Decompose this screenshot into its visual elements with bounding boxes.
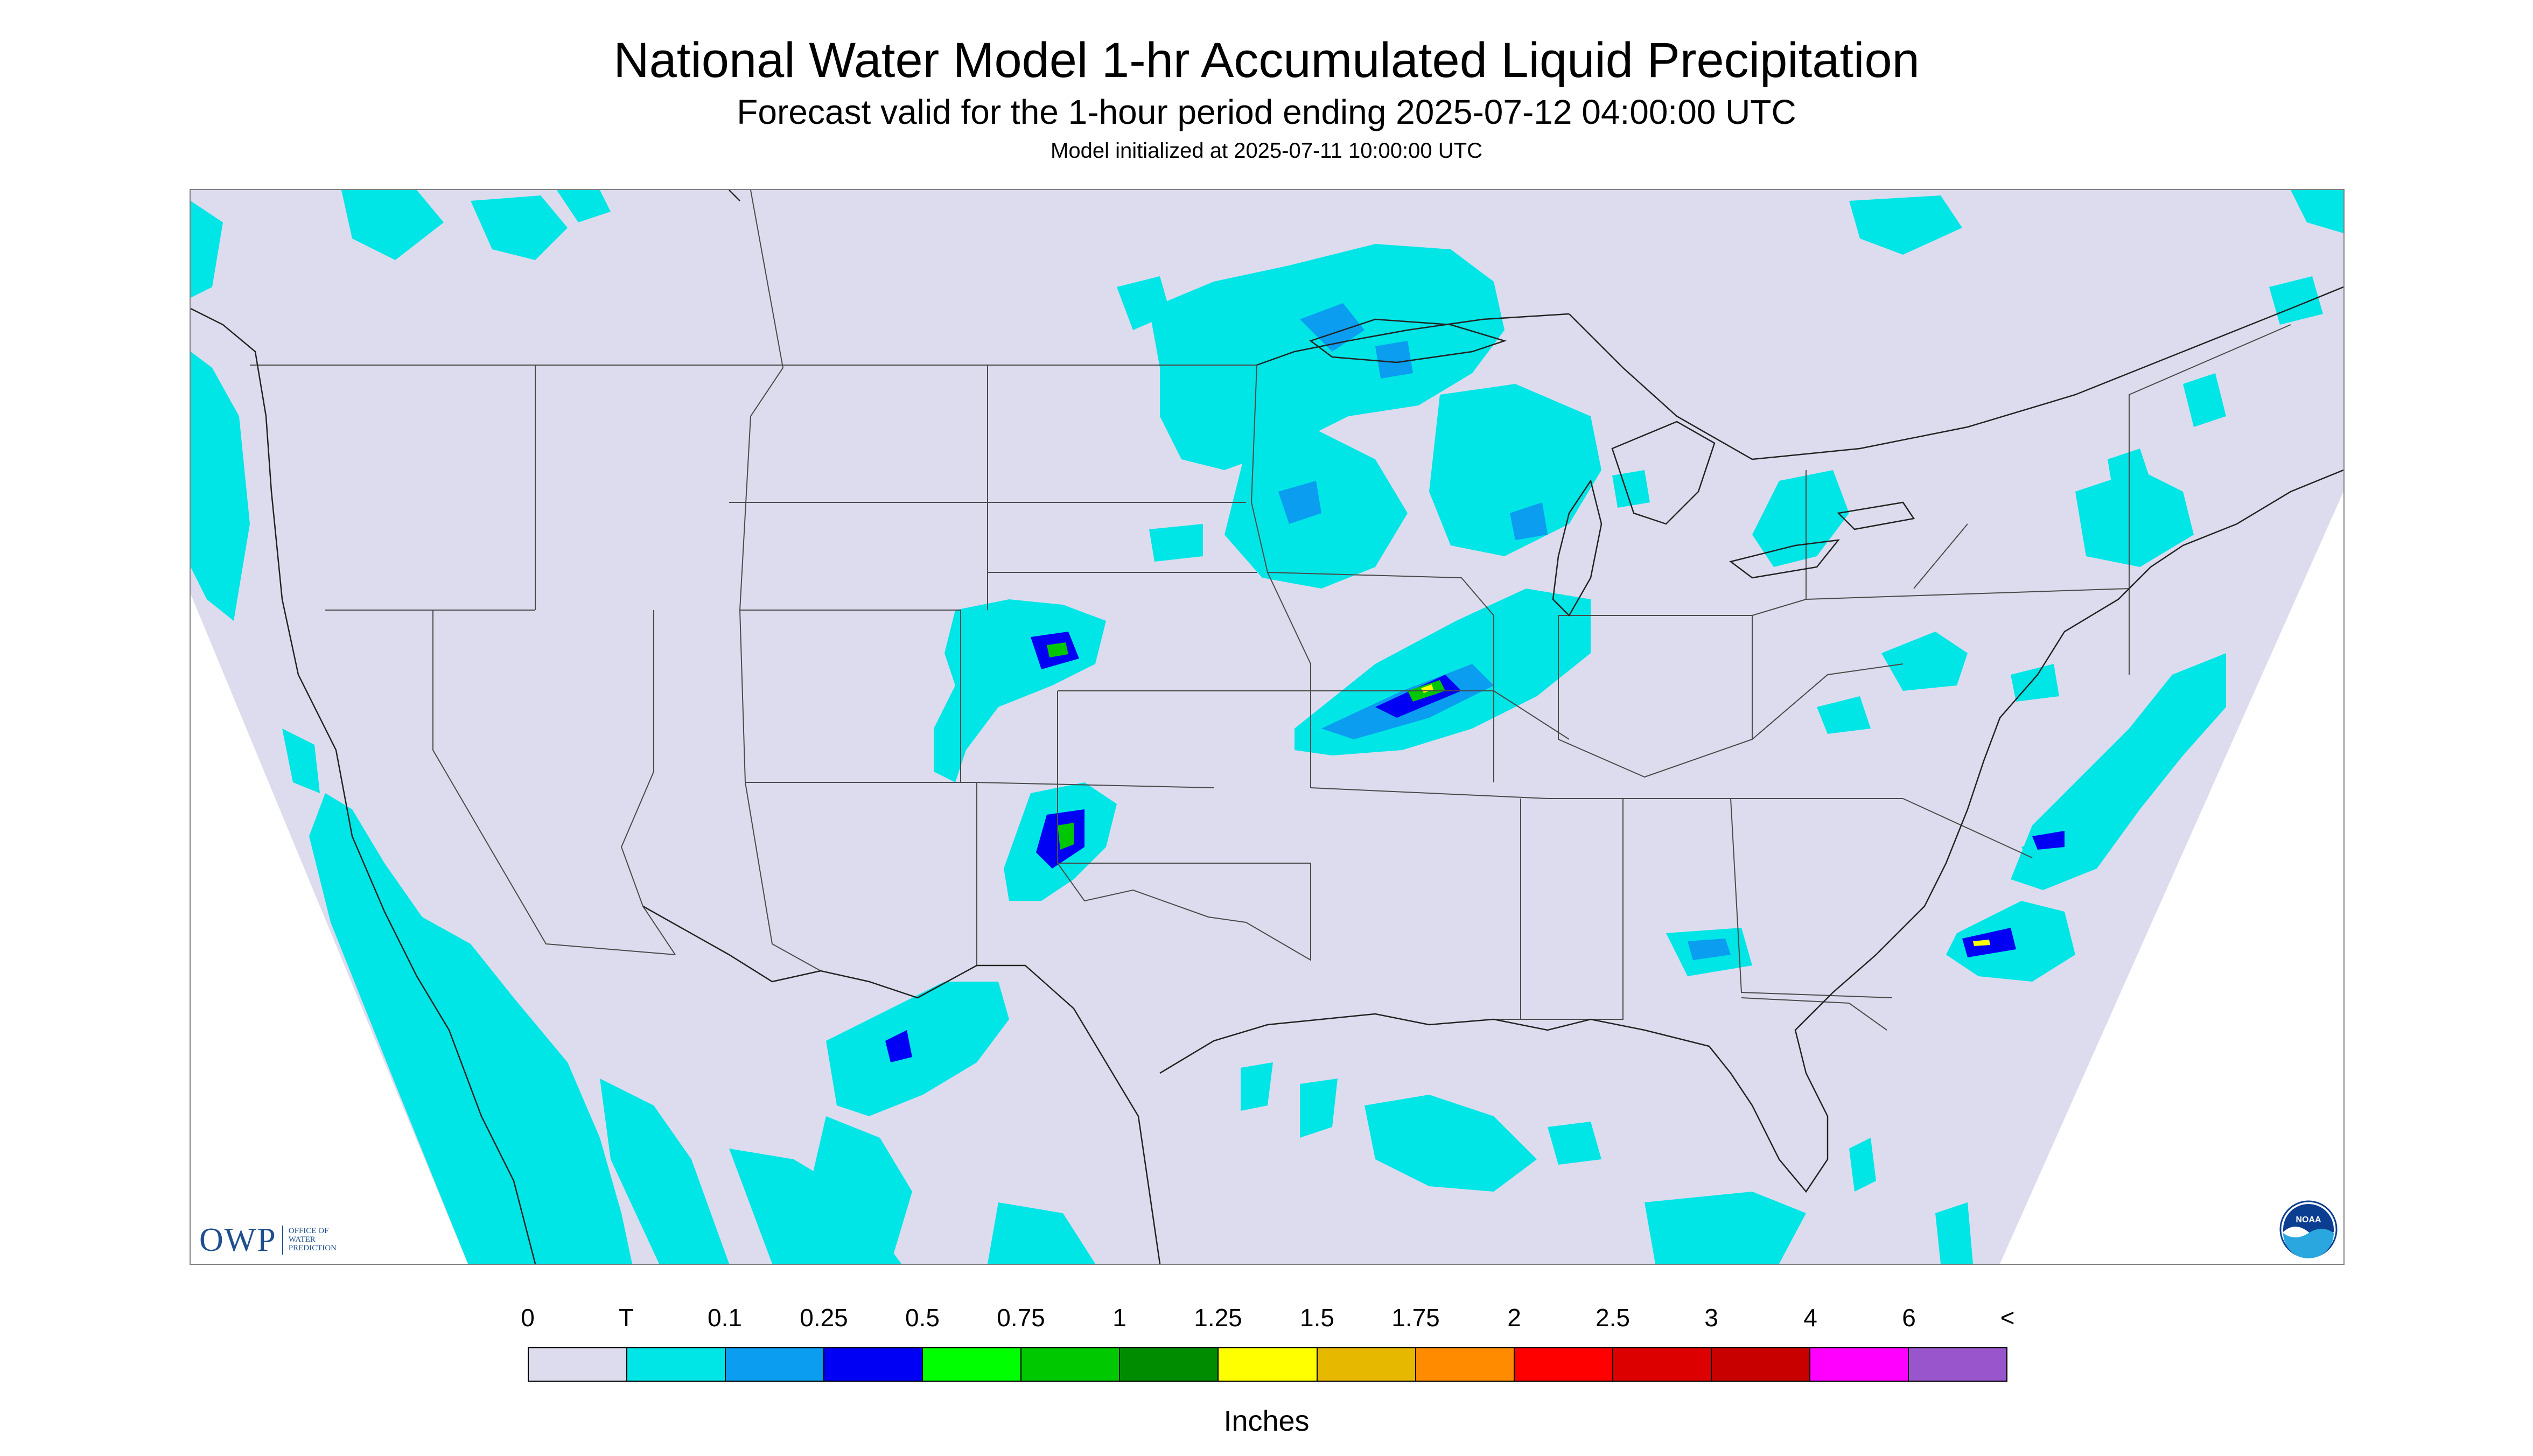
legend-swatch: [1514, 1348, 1613, 1381]
noaa-logo-text: NOAA: [2296, 1215, 2321, 1224]
legend-swatch: [1219, 1348, 1318, 1381]
precip-gulf: [1241, 928, 1876, 1264]
legend-label: 0.1: [708, 1304, 742, 1332]
map-canvas: [191, 190, 2343, 1264]
owp-subtitle: OFFICE OF WATER PREDICTION: [288, 1227, 337, 1252]
legend-swatch: [726, 1348, 825, 1381]
legend-label: 1.75: [1391, 1304, 1440, 1332]
legend-swatch: [1120, 1348, 1219, 1381]
legend-label: 1.25: [1194, 1304, 1242, 1332]
legend-label: 0.75: [997, 1304, 1045, 1332]
legend-swatch: [1810, 1348, 1909, 1381]
legend-swatch: [1613, 1348, 1712, 1381]
legend-swatch: [529, 1348, 628, 1381]
model-domain: [191, 190, 2343, 1264]
legend-label: 1.5: [1300, 1304, 1334, 1332]
precip-west-texas: [810, 982, 1009, 1264]
legend-swatch: [1711, 1348, 1810, 1381]
legend-units: Inches: [1223, 1405, 1310, 1437]
precip-nebraska-core: [1031, 632, 1079, 669]
forecast-valid-subtitle: Forecast valid for the 1-hour period end…: [737, 93, 1796, 131]
noaa-logo: NOAA: [2279, 1200, 2338, 1258]
precipitation-map: [190, 189, 2345, 1265]
precip-pacific: [191, 190, 2343, 1264]
owp-logo: OWP OFFICE OF WATER PREDICTION: [199, 1221, 353, 1259]
legend-swatch: [1021, 1348, 1121, 1381]
precip-west-texas-core: [885, 1030, 912, 1062]
legend-swatch: [824, 1348, 923, 1381]
legend-swatch: [1908, 1348, 2006, 1381]
legend-swatch: [1317, 1348, 1416, 1381]
precip-upper-midwest-core: [1278, 303, 1548, 540]
legend-label: 3: [1704, 1304, 1718, 1332]
legend-label: 0.5: [905, 1304, 940, 1332]
legend-label: 2.5: [1596, 1304, 1630, 1332]
legend-color-bar: [528, 1347, 2007, 1382]
legend-label: 1: [1112, 1304, 1126, 1332]
owp-letters: OWP: [199, 1221, 277, 1258]
legend-label: 2: [1507, 1304, 1521, 1332]
precip-atlantic-core: [1962, 831, 2065, 957]
precip-gulf-core: [1688, 939, 1731, 960]
legend-label: 0.25: [800, 1304, 848, 1332]
map-title: National Water Model 1-hr Accumulated Li…: [613, 33, 1920, 88]
state-boundaries: [250, 190, 2291, 1031]
legend-label: 4: [1803, 1304, 1817, 1332]
legend-label: 0: [521, 1304, 535, 1332]
legend-label: 6: [1902, 1304, 1916, 1332]
legend-swatch: [1416, 1348, 1515, 1381]
owp-divider: [282, 1226, 283, 1255]
legend-label: T: [618, 1304, 634, 1332]
great-lakes: [1309, 318, 1915, 617]
legend-label: <: [2000, 1304, 2015, 1332]
precip-southern-plains-core: [1036, 809, 1084, 869]
coastlines: [191, 190, 2343, 1264]
legend-swatch: [627, 1348, 726, 1381]
model-init-text: Model initialized at 2025-07-11 10:00:00…: [1051, 139, 1482, 163]
legend-swatch: [923, 1348, 1022, 1381]
